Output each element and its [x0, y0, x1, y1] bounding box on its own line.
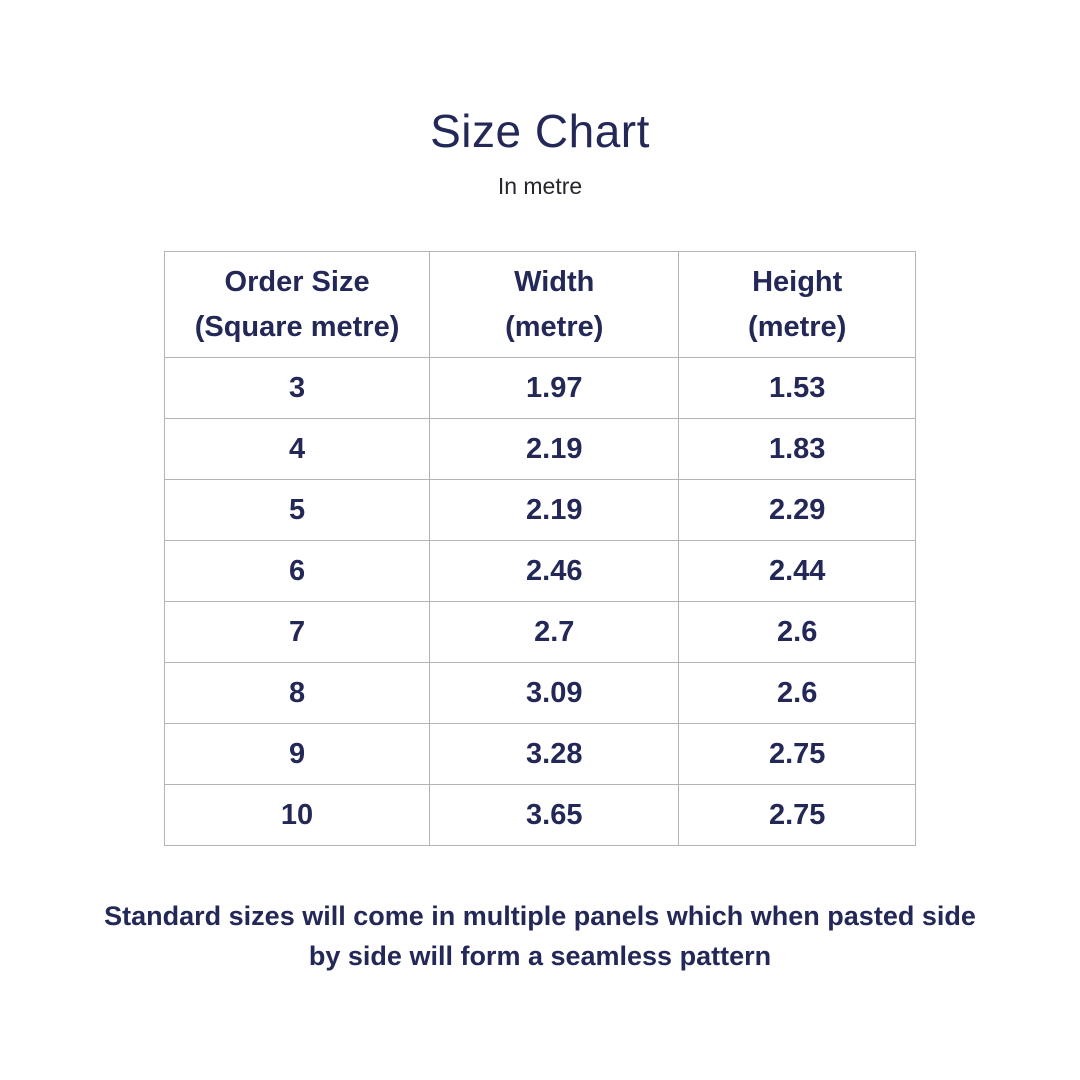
cell-order-size: 4 — [163, 418, 431, 480]
cell-order-size: 3 — [163, 357, 431, 419]
table-row: 4 2.19 1.83 — [163, 418, 916, 480]
cell-height: 1.83 — [678, 418, 916, 480]
cell-width: 2.19 — [429, 418, 680, 480]
table-row: 3 1.97 1.53 — [163, 357, 916, 419]
header-line: Width — [514, 265, 595, 298]
cell-width: 3.09 — [429, 662, 680, 724]
cell-width: 2.46 — [429, 540, 680, 602]
header-cell-order-size: Order Size (Square metre) — [163, 251, 431, 358]
table-row: 5 2.19 2.29 — [163, 479, 916, 541]
header-line: (metre) — [748, 310, 847, 343]
page-title: Size Chart — [430, 105, 650, 157]
table-row: 9 3.28 2.75 — [163, 723, 916, 785]
cell-order-size: 10 — [163, 784, 431, 846]
header: Size Chart In metre — [0, 0, 1080, 200]
cell-width: 3.28 — [429, 723, 680, 785]
cell-width: 2.19 — [429, 479, 680, 541]
header-cell-height: Height (metre) — [678, 251, 916, 358]
header-line: Order Size — [224, 265, 370, 298]
cell-height: 2.75 — [678, 723, 916, 785]
header-line: (metre) — [505, 310, 604, 343]
page-subtitle: In metre — [497, 173, 583, 199]
cell-height: 2.44 — [678, 540, 916, 602]
cell-order-size: 7 — [163, 601, 431, 663]
header-line: Height — [752, 265, 843, 298]
table-header-row: Order Size (Square metre) Width (metre) … — [163, 251, 916, 358]
header-cell-width: Width (metre) — [429, 251, 680, 358]
footer-note: Standard sizes will come in multiple pan… — [104, 901, 976, 971]
cell-order-size: 8 — [163, 662, 431, 724]
cell-height: 1.53 — [678, 357, 916, 419]
cell-order-size: 5 — [163, 479, 431, 541]
cell-height: 2.6 — [678, 662, 916, 724]
cell-width: 3.65 — [429, 784, 680, 846]
header-line: (Square metre) — [194, 310, 400, 343]
size-chart-table: Order Size (Square metre) Width (metre) … — [163, 251, 916, 846]
table-row: 7 2.7 2.6 — [163, 601, 916, 663]
cell-width: 1.97 — [429, 357, 680, 419]
cell-height: 2.29 — [678, 479, 916, 541]
table-row: 6 2.46 2.44 — [163, 540, 916, 602]
table-row: 10 3.65 2.75 — [163, 784, 916, 846]
cell-order-size: 9 — [163, 723, 431, 785]
table-row: 8 3.09 2.6 — [163, 662, 916, 724]
cell-height: 2.75 — [678, 784, 916, 846]
cell-width: 2.7 — [429, 601, 680, 663]
cell-height: 2.6 — [678, 601, 916, 663]
cell-order-size: 6 — [163, 540, 431, 602]
table-body: 3 1.97 1.53 4 2.19 1.83 5 2.19 2.29 6 2.… — [163, 357, 916, 846]
